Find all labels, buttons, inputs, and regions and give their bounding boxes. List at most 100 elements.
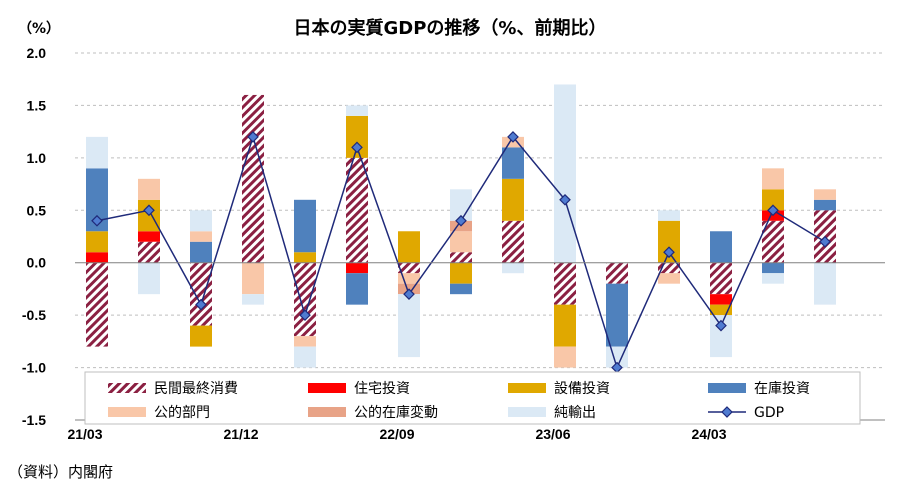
bar-housing bbox=[346, 262, 368, 274]
gdp-point bbox=[195, 298, 207, 311]
legend-label-public-inventory: 公的在庫変動 bbox=[354, 404, 438, 421]
bar-inventory bbox=[190, 241, 212, 263]
bar-capex bbox=[450, 262, 472, 284]
y-tick-label: 0.0 bbox=[27, 255, 47, 271]
gdp-point bbox=[819, 235, 831, 248]
bar-capex bbox=[710, 304, 732, 316]
y-tick-label: -1.5 bbox=[22, 412, 46, 428]
bar-private-consumption bbox=[762, 220, 784, 263]
bar-public bbox=[242, 262, 264, 295]
bar-capex bbox=[398, 231, 420, 263]
bar-inventory bbox=[450, 283, 472, 295]
bar-inventory bbox=[294, 199, 316, 253]
bar-net-exports bbox=[242, 294, 264, 305]
bar-capex bbox=[86, 231, 108, 253]
bar-private-consumption bbox=[86, 262, 108, 347]
bar-private-consumption bbox=[138, 241, 160, 263]
gdp-point bbox=[455, 214, 467, 227]
bar-public bbox=[398, 273, 420, 284]
bar-net-exports bbox=[762, 273, 784, 284]
bar-net-exports bbox=[294, 346, 316, 368]
bar-capex bbox=[502, 178, 524, 221]
y-tick-label: 1.0 bbox=[27, 150, 47, 166]
legend-label-capex: 設備投資 bbox=[554, 381, 610, 397]
bar-private-consumption bbox=[190, 262, 212, 326]
bar-inventory bbox=[814, 199, 836, 211]
bar-private-consumption bbox=[658, 262, 680, 274]
legend-label-public: 公的部門 bbox=[154, 405, 210, 421]
bar-net-exports bbox=[502, 262, 524, 274]
bar-housing bbox=[86, 252, 108, 263]
bar-net-exports bbox=[190, 210, 212, 232]
bar-capex bbox=[762, 189, 784, 211]
legend-swatch-private-consumption bbox=[108, 383, 146, 393]
legend-box bbox=[84, 371, 861, 425]
x-tick-label: 23/06 bbox=[535, 426, 570, 442]
legend-label-gdp: GDP bbox=[754, 405, 784, 421]
bar-inventory bbox=[502, 147, 524, 179]
bar-housing bbox=[138, 231, 160, 242]
y-tick-label: 1.5 bbox=[27, 97, 47, 113]
legend-label-housing: 住宅投資 bbox=[354, 381, 410, 397]
bar-public bbox=[658, 273, 680, 284]
source-note: （資料）内閣府 bbox=[8, 463, 114, 481]
bar-net-exports bbox=[554, 84, 576, 263]
bar-public bbox=[814, 189, 836, 200]
legend-label-private-consumption: 民間最終消費 bbox=[154, 381, 238, 397]
legend-swatch-net-exports bbox=[508, 407, 546, 417]
bar-public bbox=[190, 231, 212, 242]
legend-swatch-public bbox=[108, 407, 146, 417]
legend-swatch-inventory bbox=[708, 383, 746, 393]
bar-net-exports bbox=[658, 210, 680, 221]
bar-private-consumption bbox=[606, 262, 628, 284]
legend-swatch-housing bbox=[308, 383, 346, 393]
bar-inventory bbox=[710, 231, 732, 263]
bar-public bbox=[554, 346, 576, 368]
bar-capex bbox=[554, 304, 576, 347]
gdp-point bbox=[403, 288, 415, 301]
gdp-point bbox=[663, 246, 675, 259]
gdp-point bbox=[351, 141, 363, 154]
bar-private-consumption bbox=[294, 262, 316, 337]
bar-net-exports bbox=[398, 294, 420, 358]
bar-private-consumption bbox=[346, 157, 368, 263]
bar-inventory bbox=[606, 283, 628, 347]
y-tick-label: -0.5 bbox=[22, 307, 46, 323]
bar-public bbox=[762, 168, 784, 190]
gdp-point bbox=[299, 309, 311, 321]
gdp-point bbox=[143, 204, 155, 217]
gdp-point bbox=[767, 204, 779, 217]
gdp-point bbox=[559, 193, 571, 206]
x-tick-label: 21/03 bbox=[67, 426, 102, 442]
bar-private-consumption bbox=[398, 262, 420, 274]
bar-private-consumption bbox=[450, 252, 472, 263]
x-tick-label: 21/12 bbox=[223, 426, 258, 442]
bar-inventory bbox=[762, 262, 784, 274]
y-tick-label: 0.5 bbox=[27, 202, 47, 218]
y-tick-label: 2.0 bbox=[27, 45, 47, 61]
chart-title: 日本の実質GDPの推移（%、前期比） bbox=[293, 18, 607, 39]
bar-housing bbox=[710, 294, 732, 305]
legend-label-inventory: 在庫投資 bbox=[754, 380, 810, 397]
gdp-point bbox=[91, 214, 103, 227]
legend-label-net-exports: 純輸出 bbox=[554, 405, 596, 421]
y-axis-unit-label: （%） bbox=[18, 21, 61, 37]
gdp-point bbox=[247, 131, 259, 143]
bar-private-consumption bbox=[242, 94, 264, 263]
bar-public bbox=[294, 336, 316, 347]
bar-net-exports bbox=[814, 262, 836, 305]
y-tick-label: -1.0 bbox=[22, 360, 46, 376]
bar-net-exports bbox=[138, 262, 160, 295]
bar-capex bbox=[294, 252, 316, 263]
x-tick-label: 24/03 bbox=[691, 426, 726, 442]
x-tick-label: 22/09 bbox=[379, 426, 414, 442]
legend-swatch-public-inventory bbox=[308, 407, 346, 417]
bar-public bbox=[138, 178, 160, 200]
bar-private-consumption bbox=[710, 262, 732, 295]
bar-inventory bbox=[86, 168, 108, 232]
gdp-point bbox=[715, 319, 727, 332]
bar-private-consumption bbox=[502, 220, 524, 263]
legend-swatch-gdp-marker bbox=[721, 406, 733, 418]
bar-net-exports bbox=[346, 105, 368, 116]
